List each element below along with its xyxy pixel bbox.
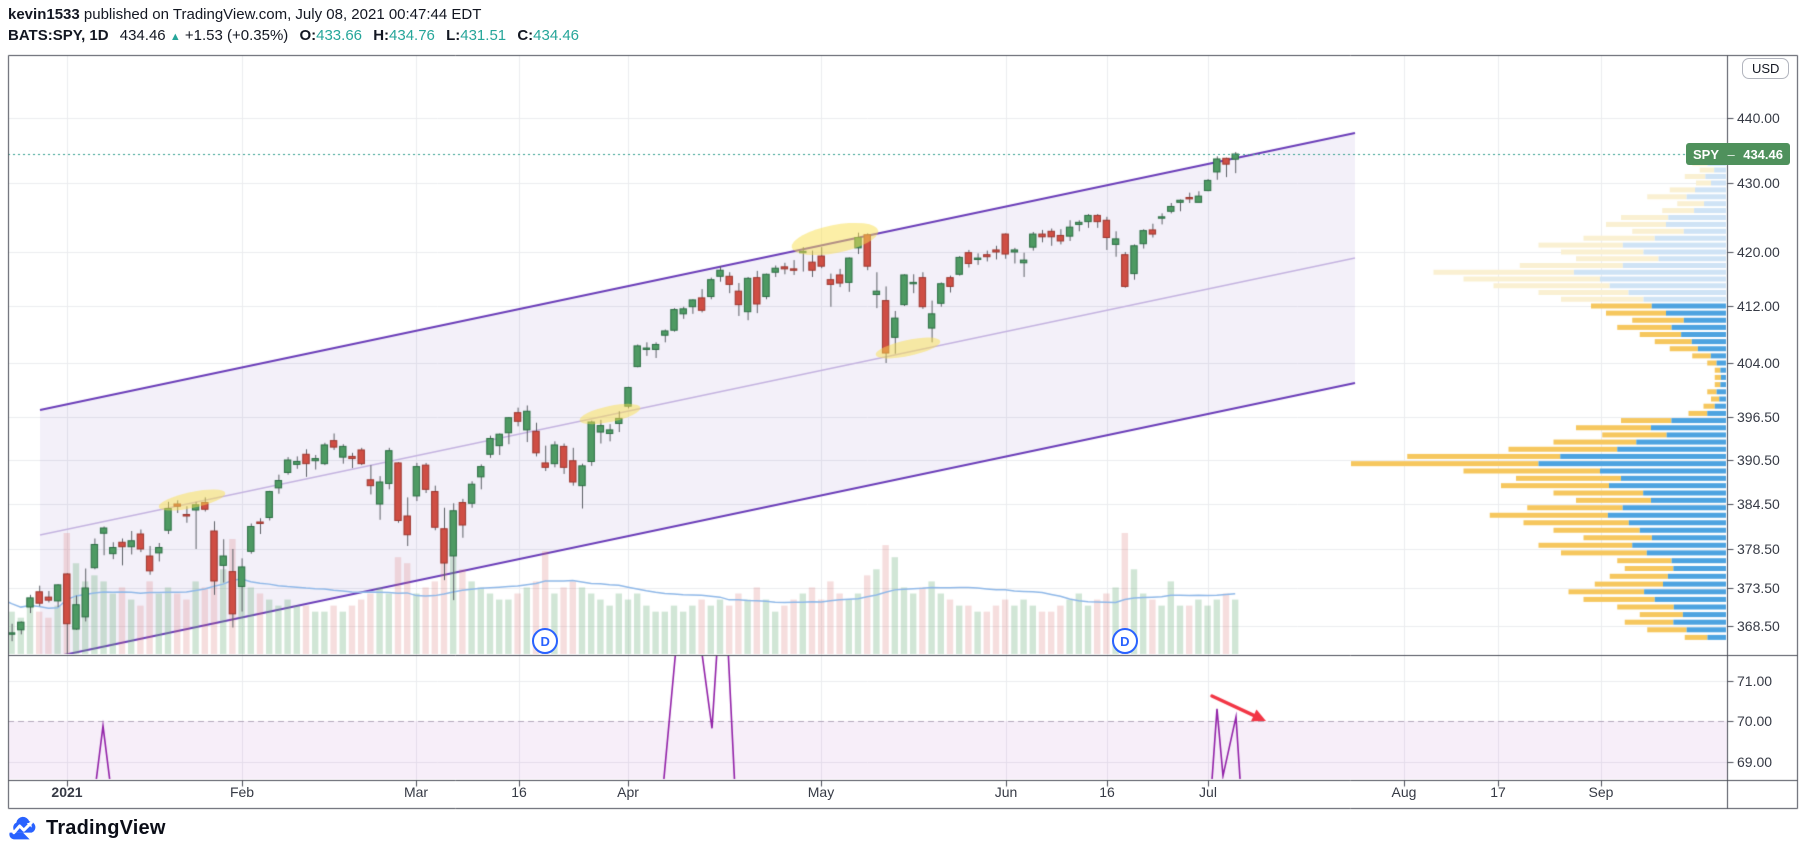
price-axis-label: 396.50 [1737,409,1780,425]
low-label: L: [446,27,461,44]
dividend-marker[interactable]: D [532,628,559,654]
price-axis-label: 378.50 [1737,541,1780,557]
price-axis-label: 373.50 [1737,580,1780,596]
tradingview-logo[interactable]: TradingView [8,816,166,841]
tradingview-logo-icon [8,816,38,841]
symbol-title: BATS:SPY, 1D [8,27,109,44]
tag-symbol: SPY [1693,146,1720,162]
tag-dash: – [1727,146,1735,162]
price-axis-label: 390.50 [1737,452,1780,468]
time-axis-label: Feb [229,784,255,800]
open-label: O: [299,27,317,44]
time-axis-label: Mar [403,784,429,800]
time-axis-label: Jun [994,784,1018,800]
price-change: +1.53 (+0.35%) [184,27,289,44]
author-name: kevin1533 [8,6,80,23]
price-axis-label: 440.00 [1737,110,1780,126]
indicator-axis-label: 71.00 [1737,673,1773,689]
time-axis-label: 17 [1490,784,1506,800]
time-axis-label: May [807,784,835,800]
tag-price: 434.46 [1743,146,1783,162]
time-axis-label: Jul [1199,784,1217,800]
time-axis-label: Aug [1391,784,1417,800]
price-axis-label: 404.00 [1737,355,1780,371]
logo-text: TradingView [46,817,166,839]
up-arrow-icon: ▲ [169,31,181,43]
high-label: H: [373,27,390,44]
open-value: 433.66 [316,27,363,44]
time-axis-label: Sep [1588,784,1614,800]
symbol-status-line: BATS:SPY, 1D 434.46 ▲ +1.53 (+0.35%) O:4… [8,27,579,44]
price-axis-label: 384.50 [1737,496,1780,512]
indicator-axis-label: 70.00 [1737,713,1773,729]
dividend-marker[interactable]: D [1111,628,1138,654]
close-label: C: [517,27,534,44]
price-axis-label: 430.00 [1737,175,1780,191]
price-axis-label: 368.50 [1737,618,1780,634]
indicator-axis-label: 69.00 [1737,754,1773,770]
attribution-line: kevin1533 published on TradingView.com, … [8,6,481,23]
time-axis-label: Apr [617,784,639,800]
last-price-tag: SPY –434.46 [1686,143,1790,165]
price-axis-label: 420.00 [1737,244,1780,260]
time-axis-label: 2021 [51,784,83,800]
time-axis-label: 16 [511,784,527,800]
price-axis-label: 412.00 [1737,298,1780,314]
last-price: 434.46 [119,27,166,44]
time-axis-label: 16 [1099,784,1115,800]
published-note: published on TradingView.com, July 08, 2… [79,6,482,23]
currency-button[interactable]: USD [1742,58,1790,79]
low-value: 431.51 [460,27,507,44]
close-value: 434.46 [533,27,580,44]
high-value: 434.76 [389,27,435,44]
